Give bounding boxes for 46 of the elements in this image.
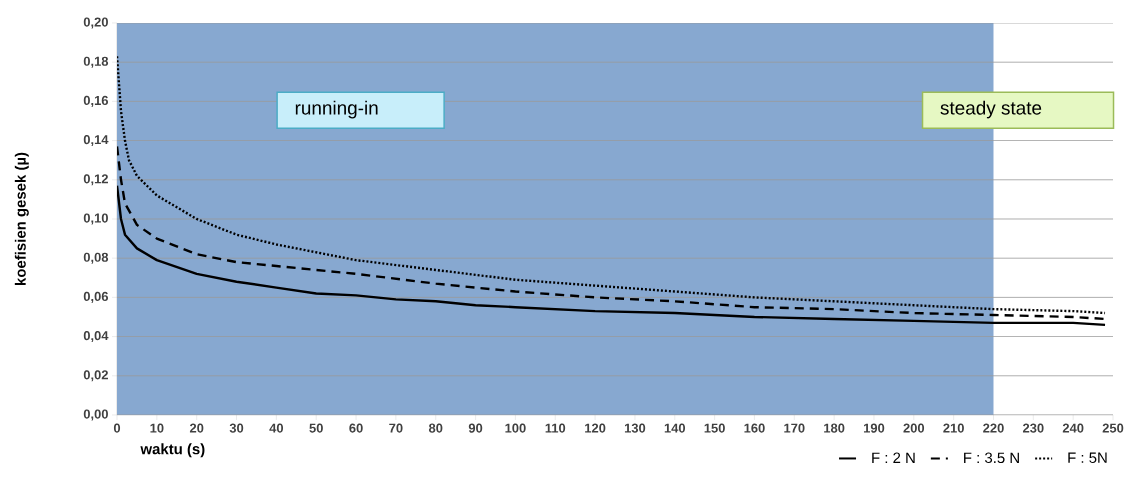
y-tick-label: 0,00 [83,409,108,421]
y-axis-title: koefisien gesek (µ) [14,152,29,285]
x-tick-label: 150 [704,423,725,433]
x-tick-label: 220 [983,423,1004,433]
x-tick-label: 110 [545,423,566,433]
x-axis-title: waktu (s) [140,443,205,458]
y-tick-label: 0,14 [83,135,109,147]
legend-label: F : 3.5 N [964,452,1019,464]
x-tick-label: 180 [824,423,845,433]
y-tick-label: 0,18 [83,56,109,68]
x-tick-label: 210 [943,423,964,433]
x-tick-label: 30 [229,423,244,433]
y-tick-label: 0,20 [83,17,108,29]
x-tick-label: 160 [744,423,765,433]
annotation: running-in [295,100,378,119]
y-tick-label: 0,12 [83,174,108,186]
x-tick-label: 250 [1102,423,1124,433]
legend-label: F : 2 N [872,452,915,463]
x-tick-label: 240 [1062,423,1084,433]
x-tick-label: 50 [309,423,323,433]
annotation: steady state [940,100,1042,119]
line-series [117,145,1107,321]
x-tick-label: 40 [269,423,284,433]
y-tick-label: 0,16 [83,95,109,107]
x-tick-label: 90 [468,423,483,433]
x-tick-label: 200 [903,423,925,433]
x-tick-label: 70 [389,423,403,433]
x-tick-label: 140 [664,423,686,433]
x-tick-label: 120 [585,423,606,433]
x-tick-label: 190 [863,423,885,433]
y-tick-label: 0,06 [83,291,109,303]
x-tick-label: 20 [189,423,204,433]
x-tick-label: 100 [505,423,526,433]
y-tick-label: 0,04 [83,331,109,343]
legend-label: F : 5N [1068,452,1107,463]
x-tick-label: 0 [113,423,121,433]
y-tick-label: 0,10 [83,213,108,225]
x-tick-label: 80 [428,423,443,433]
y-tick-label: 0,08 [83,252,109,264]
line-series [117,184,1107,327]
y-tick-label: 0,02 [83,370,108,382]
x-tick-label: 10 [150,423,164,433]
x-tick-label: 130 [624,423,646,433]
x-tick-label: 60 [349,423,363,433]
x-tick-label: 230 [1022,423,1044,433]
x-tick-label: 170 [784,423,805,433]
